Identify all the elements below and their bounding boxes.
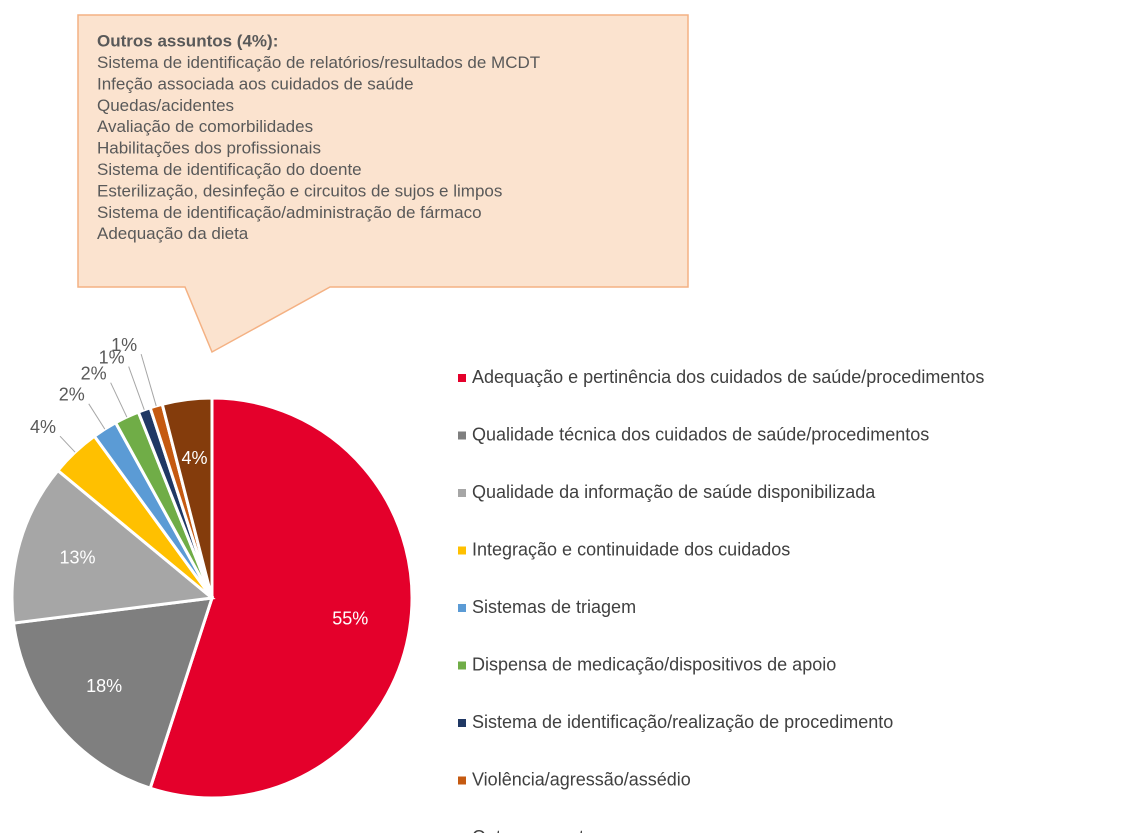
legend-label: Violência/agressão/assédio: [472, 769, 691, 789]
legend-swatch: [458, 546, 466, 555]
callout-item: Quedas/acidentes: [97, 96, 234, 115]
data-label: 1%: [111, 335, 137, 355]
callout-item: Adequação da dieta: [97, 224, 249, 243]
pie-slice: [11, 596, 215, 791]
legend-label: Adequação e pertinência dos cuidados de …: [472, 367, 984, 387]
leader-line: [110, 382, 128, 418]
legend-swatch: [458, 776, 466, 785]
legend-label: Qualidade da informação de saúde disponi…: [472, 482, 876, 502]
callout-item: Avaliação de comorbilidades: [97, 117, 313, 136]
leader-line: [88, 403, 106, 430]
callout-item: Sistema de identificação/administração d…: [97, 203, 482, 222]
leader-line: [59, 435, 76, 453]
callout-item: Sistema de identificação de relatórios/r…: [97, 53, 540, 72]
callout-title: Outros assuntos (4%):: [97, 31, 278, 50]
data-label: 13%: [60, 548, 96, 568]
legend-swatch: [458, 374, 466, 382]
leader-line: [128, 366, 145, 410]
legend-swatch: [458, 431, 466, 440]
pie-slice: [148, 396, 414, 800]
callout-item: Infeção associada aos cuidados de saúde: [97, 74, 414, 93]
legend-swatch: [458, 719, 466, 727]
data-label: 18%: [86, 676, 122, 696]
data-label: 2%: [59, 385, 85, 405]
legend-label: Sistema de identificação/realização de p…: [472, 712, 893, 732]
legend-label: Sistemas de triagem: [472, 597, 636, 617]
legend-swatch: [458, 489, 466, 497]
data-label: 55%: [332, 609, 368, 629]
legend-label: Dispensa de medicação/dispositivos de ap…: [472, 654, 836, 674]
callout-item: Habilitações dos profissionais: [97, 139, 321, 158]
pie-slice: [160, 396, 214, 599]
pie-slice: [10, 468, 216, 625]
legend-label: Qualidade técnica dos cuidados de saúde/…: [472, 424, 929, 444]
data-label: 1%: [99, 347, 125, 367]
callout-item: Sistema de identificação do doente: [97, 160, 362, 179]
legend-label: Outros assuntos: [472, 827, 603, 833]
data-label: 4%: [181, 448, 207, 468]
leader-line: [140, 353, 157, 407]
callout-item: Esterilização, desinfeção e circuitos de…: [97, 181, 502, 200]
legend-label: Integração e continuidade dos cuidados: [472, 539, 790, 559]
legend-swatch: [458, 604, 466, 612]
data-label: 4%: [30, 417, 56, 437]
callout-box: [77, 14, 689, 354]
data-label: 2%: [81, 363, 107, 383]
legend-swatch: [458, 661, 466, 670]
